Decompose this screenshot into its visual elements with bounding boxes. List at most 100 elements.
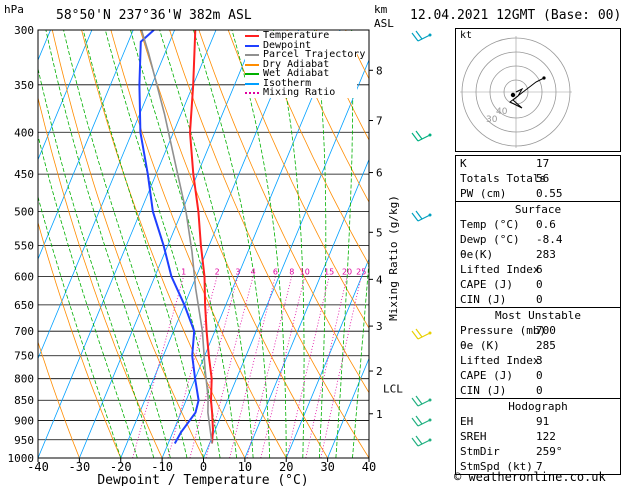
isotherm-line	[0, 30, 9, 458]
pressure-tick-label: 350	[14, 79, 34, 92]
isotherm-line	[244, 158, 369, 458]
mixing-ratio-label: 6	[273, 267, 278, 276]
legend-swatch	[245, 82, 259, 85]
mixing-ratio-label: 3	[235, 267, 240, 276]
wet-adiabat	[159, 30, 254, 458]
dry-adiabat	[227, 30, 369, 329]
copyright-text: © weatheronline.co.uk	[454, 470, 606, 484]
wet-adiabat	[38, 66, 155, 458]
most-unstable-key: CIN (J)	[460, 384, 507, 397]
dry-adiabat	[38, 340, 80, 458]
hodograph-stat-key: StmSpd (kt)	[460, 460, 533, 473]
hodograph-stat-key: EH	[460, 415, 474, 428]
pressure-tick-label: 850	[14, 394, 34, 407]
wet-adiabat	[63, 30, 188, 458]
wind-barb-icon	[411, 328, 432, 340]
height-tick-label: 3	[376, 320, 383, 333]
hodograph-ring-label: 40	[496, 107, 508, 117]
isotherm-line	[38, 30, 93, 161]
wet-adiabat	[38, 134, 138, 458]
pressure-tick-label: 550	[14, 239, 34, 252]
most-unstable-value: 0	[536, 384, 543, 397]
most-unstable-key: Lifted Index	[460, 354, 540, 367]
pressure-unit-label: hPa	[4, 3, 24, 16]
x-tick-label: -40	[27, 460, 49, 474]
datetime-title: 12.04.2021 12GMT (Base: 00)	[410, 8, 622, 23]
index-row: K 17	[456, 156, 620, 171]
hodograph-stat-key: SREH	[460, 430, 487, 443]
mixing-ratio-line	[320, 276, 362, 458]
lcl-label: LCL	[383, 382, 403, 395]
wind-barb-icon	[411, 435, 432, 447]
wet-adiabat	[335, 30, 354, 458]
hodograph-end-marker	[542, 76, 546, 80]
legend-item: Parcel Trajectory	[245, 50, 365, 60]
height-tick-label: 5	[376, 226, 383, 239]
mixing-ratio-line	[229, 276, 276, 458]
indices-table: K 17 Totals Totals 56 PW (cm) 0.55 Surface Te…	[455, 155, 621, 475]
mixing-ratio-label: 4	[251, 267, 256, 276]
wind-barb-icon	[411, 415, 432, 427]
pressure-tick-label: 700	[14, 325, 34, 338]
height-tick-label: 1	[376, 408, 383, 421]
pressure-tick-label: 950	[14, 434, 34, 447]
mixing-ratio-line	[246, 276, 293, 458]
index-value: 17	[536, 157, 550, 170]
legend-label: Dewpoint	[263, 39, 312, 51]
surface-key: Dewp (°C)	[460, 233, 520, 246]
most-unstable-row: Lifted Index 3	[456, 353, 620, 368]
surface-value: -8.4	[536, 233, 563, 246]
mixing-ratio-label: 15	[324, 267, 334, 276]
wet-adiabat	[273, 30, 305, 458]
mixing-ratio-label: 25	[356, 267, 366, 276]
pressure-tick-label: 750	[14, 350, 34, 363]
km-label: km	[374, 3, 388, 16]
dry-adiabat	[434, 30, 456, 458]
station-title: 58°50'N 237°36'W 382m ASL	[56, 8, 252, 23]
pressure-tick-label: 400	[14, 126, 34, 139]
isotherm-line	[79, 30, 258, 458]
mixing-ratio-line	[305, 276, 348, 458]
hodograph-box: 30 40 kt	[455, 28, 621, 152]
legend-label: Temperature	[263, 30, 330, 41]
dry-adiabat	[404, 30, 455, 458]
legend-item: Dewpoint	[245, 39, 357, 51]
height-tick-label: 2	[376, 365, 383, 378]
most-unstable-key: θe (K)	[460, 339, 500, 352]
hodograph-stat-key: StmDir	[460, 445, 500, 458]
isotherm-line	[203, 59, 369, 458]
mixing-ratio-axis-label: Mixing Ratio (g/kg)	[387, 195, 400, 321]
legend-item: Mixing Ratio	[245, 88, 357, 98]
wind-barb-icon	[411, 30, 432, 42]
x-tick-label: 20	[279, 460, 293, 474]
most-unstable-value: 3	[536, 354, 543, 367]
index-value: 56	[536, 172, 550, 185]
hodograph-trace	[509, 77, 545, 109]
pressure-tick-label: 1000	[8, 452, 35, 465]
mixing-ratio-label: 1	[181, 267, 186, 276]
legend-item: Temperature	[245, 31, 357, 41]
legend-item: Dry Adiabat	[245, 59, 357, 70]
height-tick-label: 7	[376, 115, 383, 128]
skewt-chart: 1 2 3 4 6 8 10 15 20 2530035040045050055060065070…	[0, 24, 456, 486]
most-unstable-row: Pressure (mb) 700	[456, 323, 620, 338]
dry-adiabat	[110, 30, 287, 458]
height-tick-label: 8	[376, 64, 383, 77]
surface-title: Surface	[514, 203, 562, 216]
surface-row: Dewp (°C) -8.4	[456, 232, 620, 247]
pressure-tick-label: 900	[14, 415, 34, 428]
mixing-ratio-label: 20	[342, 267, 352, 276]
surface-key: Lifted Index	[460, 263, 540, 276]
mixing-ratio-line	[286, 276, 330, 458]
pressure-tick-label: 600	[14, 270, 34, 283]
hodograph-stat-value: 259°	[536, 445, 563, 458]
x-tick-label: -30	[69, 460, 91, 474]
hodograph-stat-value: 91	[536, 415, 550, 428]
isotherm-line	[38, 30, 217, 458]
most-unstable-value: 285	[536, 339, 556, 352]
hodograph-stat-row: SREH 122	[456, 429, 620, 444]
most-unstable-value: 0	[536, 369, 543, 382]
height-tick-label: 6	[376, 167, 383, 180]
surface-value: 6	[536, 263, 543, 276]
hodograph-stat-row: EH 91	[456, 414, 620, 429]
